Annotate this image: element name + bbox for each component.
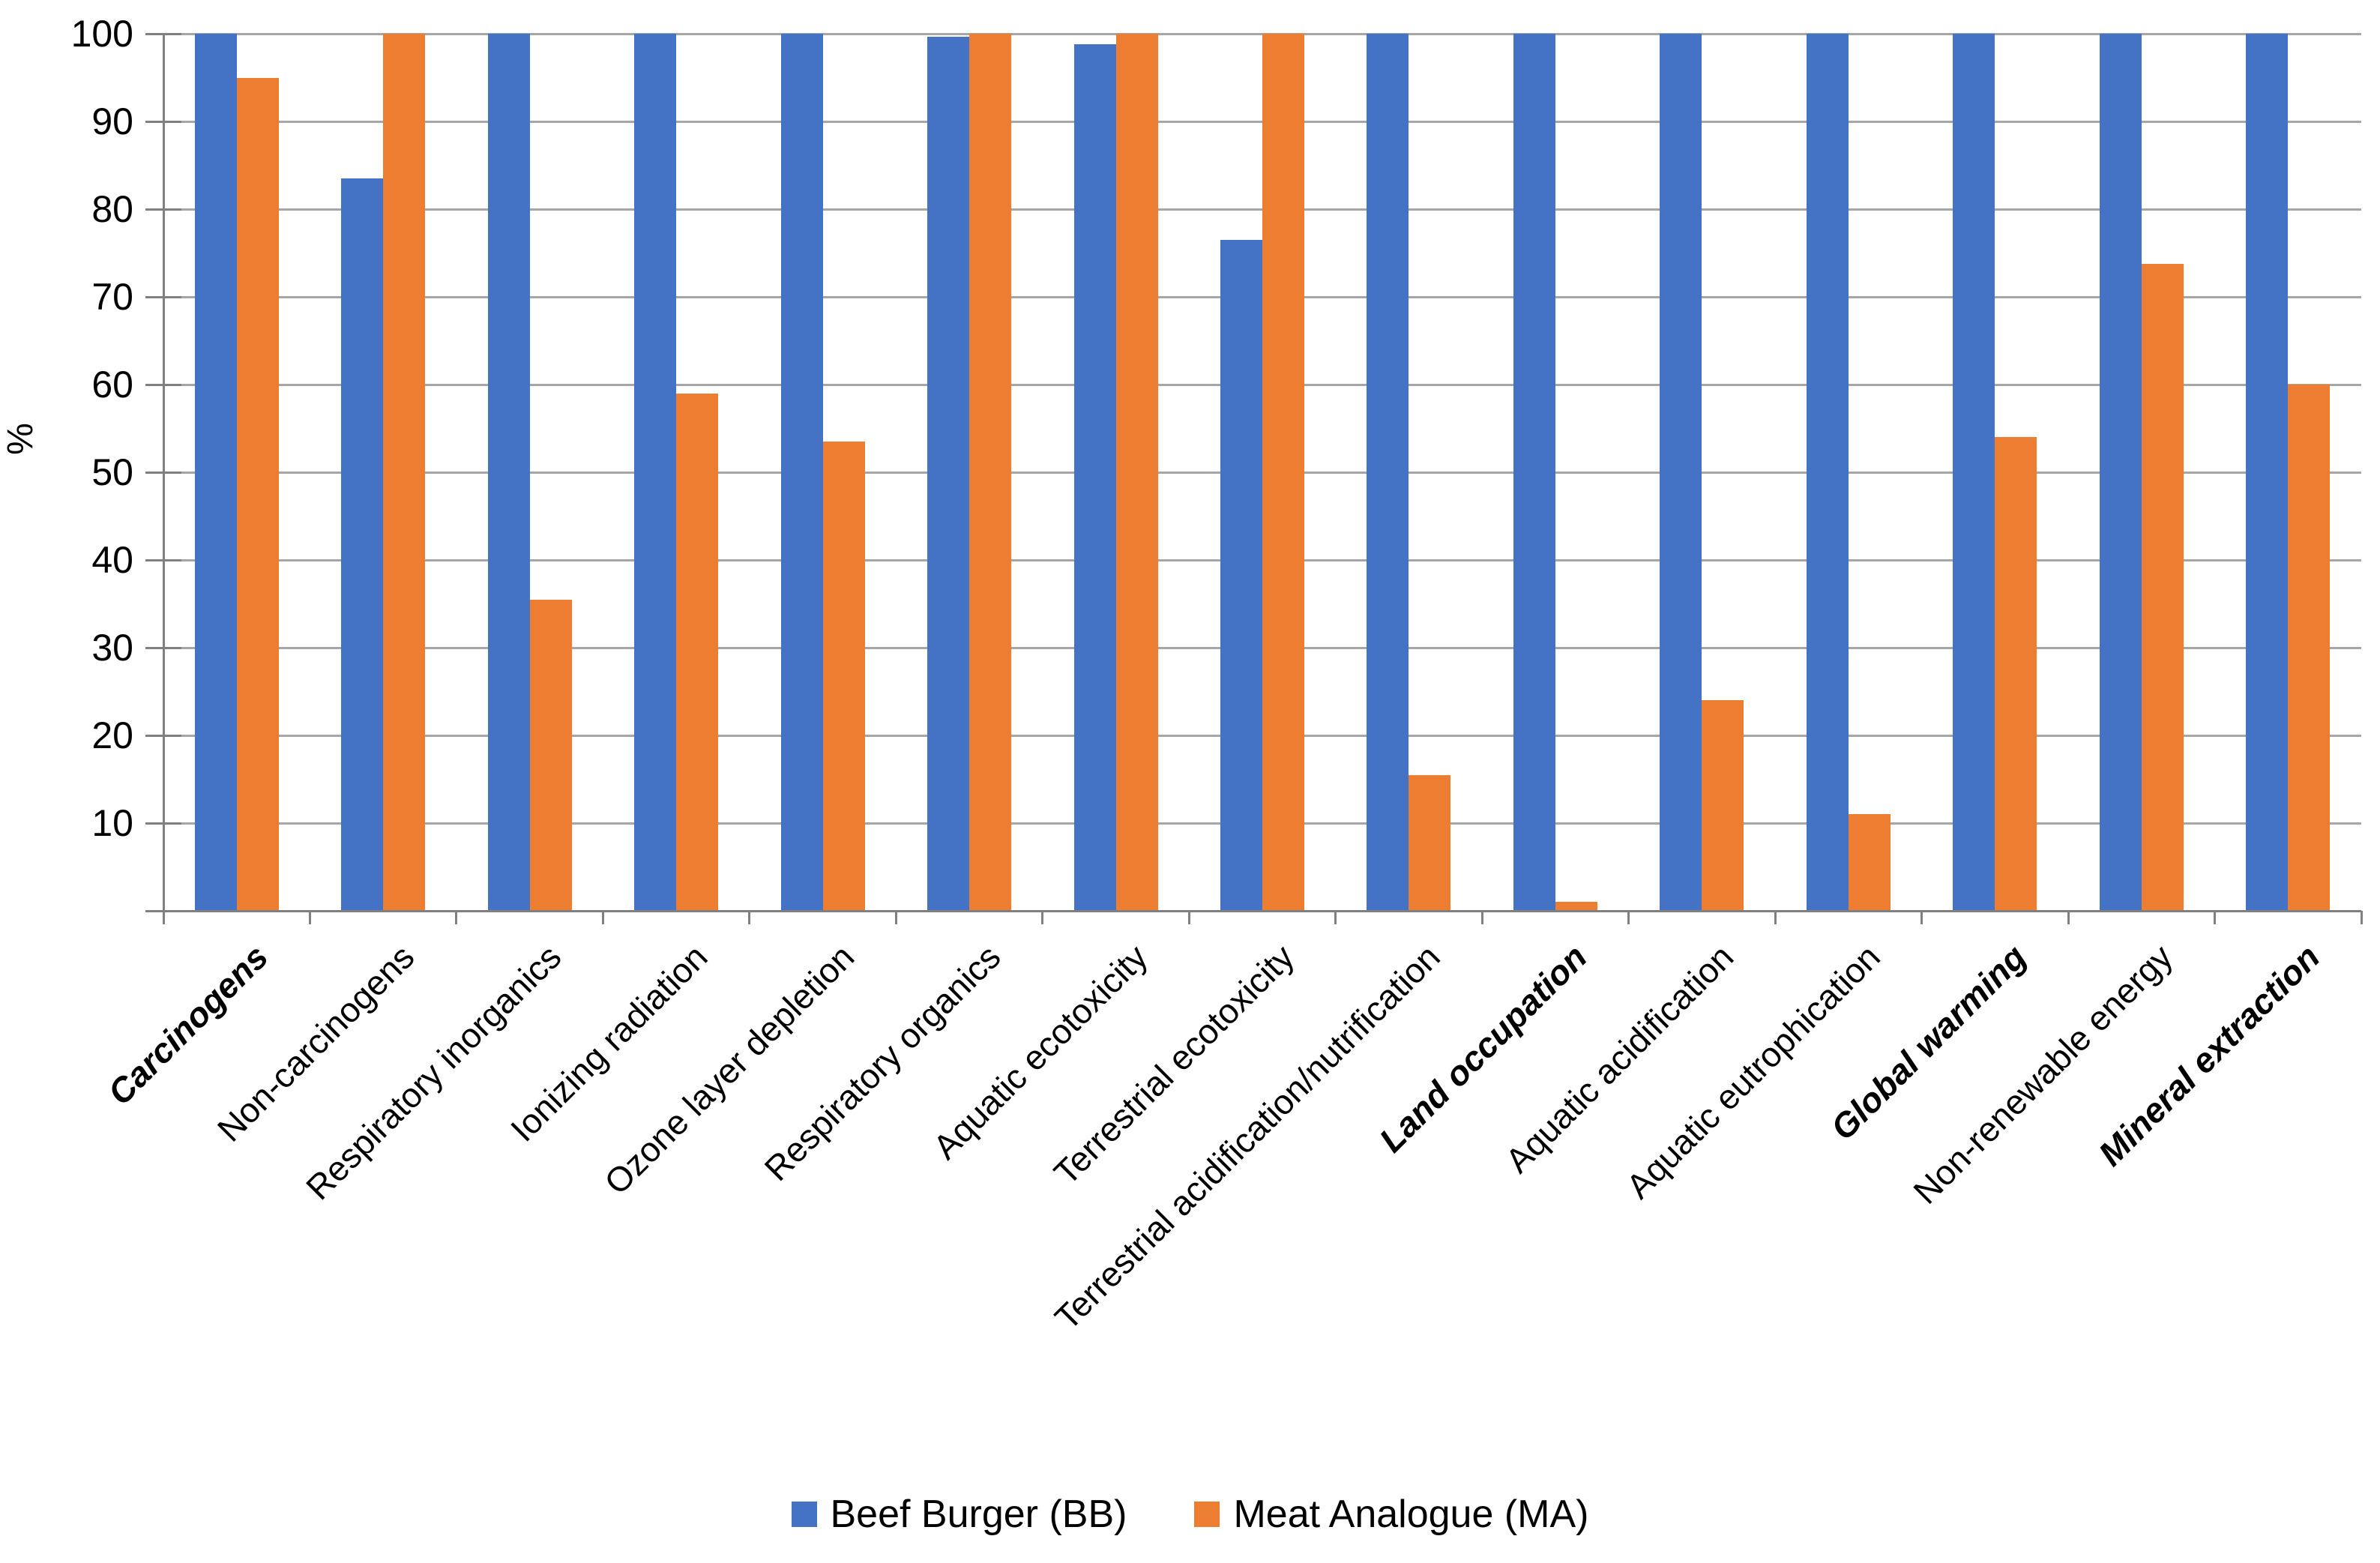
x-tick-mark-10 [1627,911,1630,924]
y-tick-label-60: 60 [91,364,133,406]
legend-item-beef-burger: Beef Burger (BB) [791,1493,1127,1536]
bar-meat-analogue-ma-8 [1262,34,1304,911]
x-tick-mark-8 [1334,911,1337,924]
x-category-label-6: Respiratory organics [756,937,1008,1189]
legend: Beef Burger (BB) Meat Analogue (MA) [0,1493,2380,1535]
legend-swatch-meat-analogue-icon [1194,1502,1220,1527]
legend-label-beef-burger: Beef Burger (BB) [830,1493,1127,1536]
bar-meat-analogue-ma-6 [969,34,1012,911]
bar-meat-analogue-ma-5 [822,442,865,911]
bar-meat-analogue-ma-1 [236,77,279,911]
bar-beef-burger-bb-5 [780,34,823,911]
x-category-label-3: Respiratory inorganics [298,937,569,1208]
bar-beef-burger-bb-7 [1073,44,1116,911]
x-tick-mark-14 [2214,911,2217,924]
y-tick-label-40: 40 [91,539,133,581]
bar-beef-burger-bb-8 [1220,239,1262,911]
bar-beef-burger-bb-4 [634,34,677,911]
y-tick-label-50: 50 [91,451,133,493]
x-tick-mark-9 [1480,911,1483,924]
x-tick-mark-6 [1041,911,1044,924]
x-tick-mark-7 [1187,911,1190,924]
bar-meat-analogue-ma-9 [1409,774,1451,911]
bar-beef-burger-bb-12 [1806,34,1849,911]
bar-beef-burger-bb-9 [1367,34,1409,911]
y-tick-label-100: 100 [70,13,133,55]
y-tick-label-90: 90 [91,100,133,142]
bar-meat-analogue-ma-2 [383,34,426,911]
x-tick-mark-5 [894,911,897,924]
bar-meat-analogue-ma-15 [2288,385,2331,911]
bar-beef-burger-bb-13 [1953,34,1995,911]
y-tick-label-70: 70 [91,276,133,318]
bar-meat-analogue-ma-14 [2141,263,2184,911]
bar-beef-burger-bb-15 [2246,34,2289,911]
bar-beef-burger-bb-11 [1660,34,1702,911]
x-category-label-14: Non-renewable energy [1905,937,2181,1211]
x-tick-mark-2 [455,911,458,924]
x-axis-line [153,909,2361,912]
x-tick-mark-15 [2360,911,2363,924]
y-tick-label-30: 30 [91,627,133,669]
bar-beef-burger-bb-2 [341,178,384,911]
x-tick-mark-0 [162,911,165,924]
bar-meat-analogue-ma-3 [529,599,572,911]
bar-beef-burger-bb-6 [927,36,970,911]
bar-meat-analogue-ma-7 [1115,34,1158,911]
y-axis-line [162,34,165,923]
x-tick-mark-12 [1920,911,1923,924]
bar-beef-burger-bb-1 [194,34,237,911]
bar-meat-analogue-ma-13 [1995,437,2037,911]
x-category-label-5: Ozone layer depletion [597,937,862,1202]
x-tick-mark-11 [1774,911,1777,924]
legend-item-meat-analogue: Meat Analogue (MA) [1194,1493,1588,1535]
x-category-label-8: Terrestrial ecotoxicity [1046,937,1301,1193]
y-tick-label-10: 10 [91,802,133,844]
bar-beef-burger-bb-10 [1513,34,1555,911]
bar-beef-burger-bb-14 [2099,34,2142,911]
x-tick-mark-4 [748,911,751,924]
x-tick-mark-1 [308,911,311,924]
bar-meat-analogue-ma-11 [1702,700,1744,911]
bar-meat-analogue-ma-10 [1555,902,1597,911]
y-tick-label-20: 20 [91,714,133,756]
x-tick-mark-13 [2067,911,2070,924]
legend-swatch-beef-burger-icon [791,1502,817,1527]
bar-beef-burger-bb-3 [487,34,530,911]
bar-meat-analogue-ma-4 [676,393,719,911]
legend-label-meat-analogue: Meat Analogue (MA) [1233,1493,1589,1536]
x-category-label-12: Aquatic eutrophication [1618,937,1888,1206]
x-tick-mark-3 [601,911,604,924]
bar-meat-analogue-ma-12 [1848,814,1891,911]
y-tick-label-80: 80 [91,188,133,230]
